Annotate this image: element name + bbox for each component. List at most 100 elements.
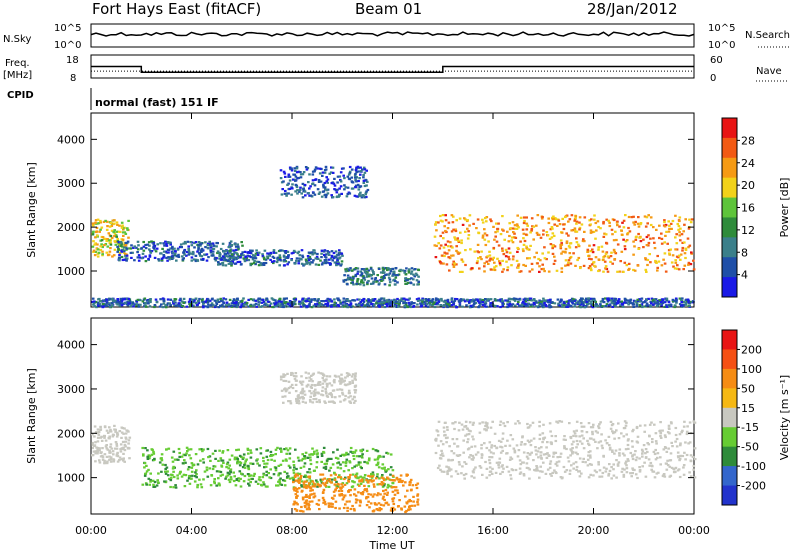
echo-cell [310,493,314,496]
echo-cell [502,268,505,271]
echo-cell [114,243,118,246]
echo-cell [269,468,272,471]
echo-cell [226,259,230,262]
echo-cell [130,244,133,247]
echo-cell [501,299,504,302]
echo-cell [105,239,108,243]
echo-cell [270,458,273,461]
echo-cell [248,475,251,478]
echo-cell [110,298,114,301]
echo-cell [236,462,239,465]
echo-cell [582,302,585,305]
echo-cell [94,242,97,245]
echo-cell [367,480,370,483]
echo-cell [679,258,682,261]
echo-cell [400,298,403,301]
echo-cell [604,297,607,300]
echo-cell [649,461,653,465]
echo-cell [585,431,589,434]
echo-cell [530,439,533,442]
echo-cell [188,482,192,485]
echo-cell [550,434,554,438]
echo-cell [513,451,517,454]
echo-cell [522,263,525,267]
echo-cell [452,301,456,304]
echo-cell [599,227,602,230]
echo-cell [113,424,116,427]
echo-cell [391,469,395,472]
echo-cell [476,298,479,301]
echo-cell [536,262,539,265]
echo-cell [179,243,183,246]
echo-cell [372,305,375,308]
echo-cell [266,252,269,255]
echo-cell [293,501,297,504]
echo-cell [341,453,344,456]
echo-cell [671,219,675,223]
echo-cell [442,303,446,307]
echo-cell [192,258,196,261]
echo-cell [359,185,363,188]
echo-cell [527,467,530,470]
echo-cell [442,237,445,240]
echo-cell [229,260,232,263]
echo-cell [450,214,454,217]
echo-cell [373,502,377,505]
echo-cell [112,453,115,456]
echo-cell [104,243,108,246]
echo-cell [469,300,473,303]
echo-cell [592,261,595,264]
echo-cell [663,221,666,224]
echo-cell [588,265,592,268]
echo-cell [609,420,613,423]
echo-cell [505,260,508,263]
echo-cell [247,259,251,262]
echo-cell [616,270,619,273]
echo-cell [339,467,343,470]
echo-cell [249,298,253,301]
echo-cell [661,302,665,305]
echo-cell [363,171,367,174]
echo-cell [306,471,309,474]
echo-cell [254,299,257,302]
echo-cell [659,435,662,438]
echo-cell [325,462,328,465]
echo-cell [603,255,607,258]
echo-cell [276,302,280,305]
echo-cell [606,300,610,303]
echo-cell [166,298,170,301]
echo-cell [627,438,630,441]
echo-cell [294,390,298,393]
echo-cell [148,255,152,258]
echo-cell [476,243,480,246]
echo-cell [589,223,592,226]
echo-cell [472,300,475,303]
echo-cell [555,461,559,464]
echo-cell [311,173,315,176]
echo-cell [341,498,345,501]
echo-cell [665,297,669,300]
echo-cell [454,297,457,301]
echo-cell [324,302,327,305]
echo-cell [189,252,193,255]
echo-cell [560,420,564,423]
echo-cell [197,301,201,305]
echo-cell [135,246,138,249]
echo-cell [612,239,616,242]
echo-cell [315,400,319,403]
echo-cell [637,247,640,250]
echo-cell [303,190,307,193]
echo-cell [384,470,388,473]
echo-cell [354,169,358,172]
echo-cell [123,449,127,452]
echo-cell [386,486,389,489]
echo-cell [382,495,385,498]
echo-cell [396,281,399,284]
echo-cell [106,431,110,434]
echo-cell [652,226,655,229]
echo-cell [490,305,494,308]
echo-cell [560,231,564,234]
echo-cell [248,484,251,487]
echo-cell [320,195,324,198]
echo-cell [230,256,234,259]
